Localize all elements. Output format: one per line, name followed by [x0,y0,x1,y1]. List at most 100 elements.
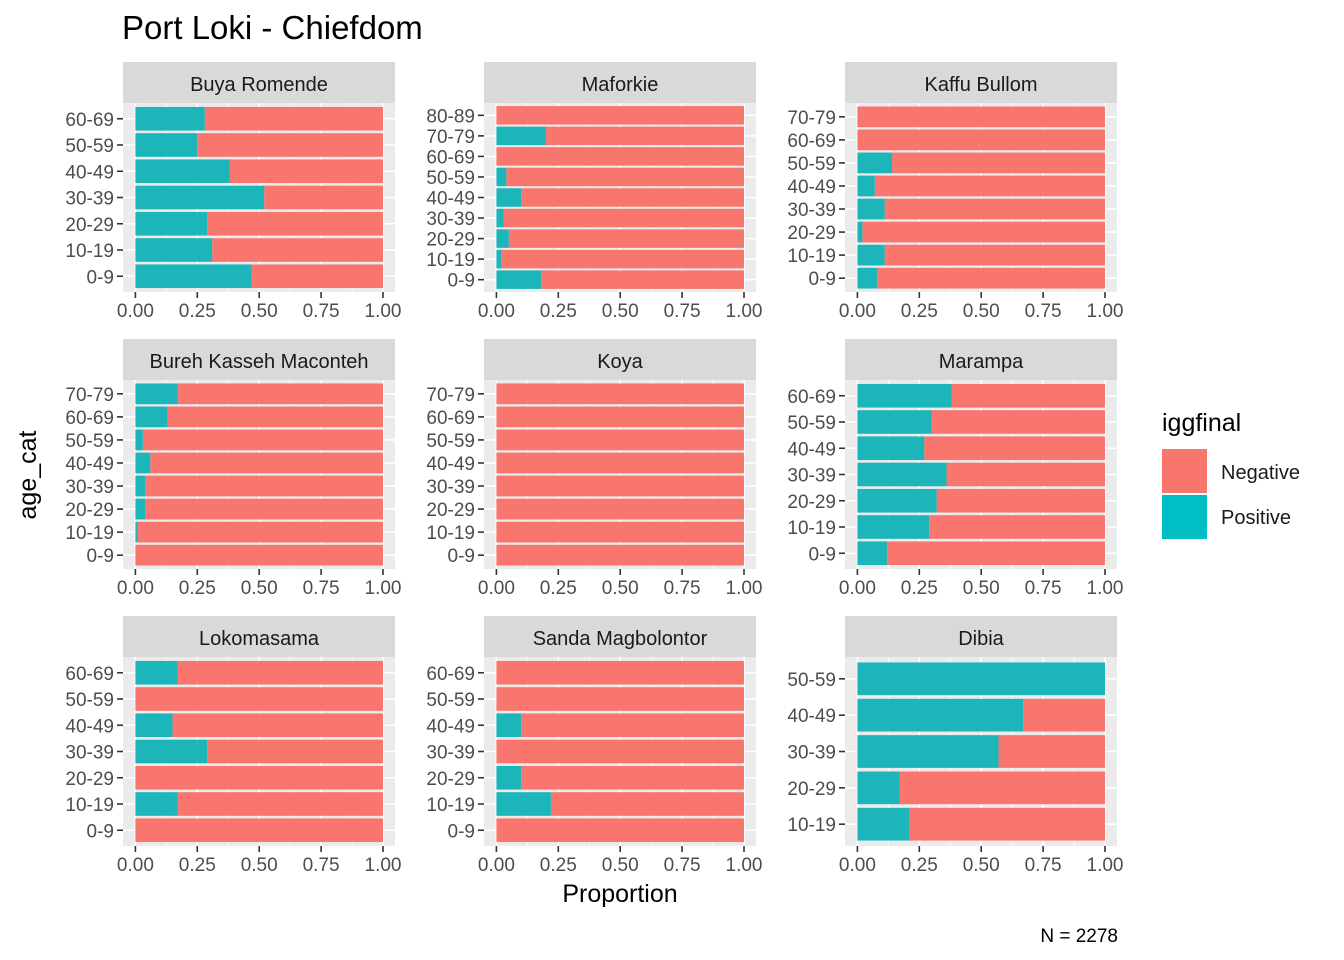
x-tick-label: 0.75 [1025,301,1062,322]
bar-positive-10-19 [135,792,178,816]
y-tick-label: 30-39 [65,477,114,498]
y-tick-label: 50-59 [787,670,836,691]
facet-kaffu-bullom: Kaffu Bullom 0-910-1920-2930-3940-4950-59… [787,62,1123,322]
y-tick-label: 10-19 [426,795,475,816]
y-tick-label: 20-29 [426,769,475,790]
x-tick-label: 0.00 [839,855,876,876]
y-tick-label: 40-49 [787,177,836,198]
bar-negative-80-89 [496,106,744,125]
facet-strip-label: Sanda Magbolontor [533,628,708,650]
bar-positive-20-29 [857,488,937,513]
bar-negative-10-19 [550,792,744,816]
x-tick-label: 0.75 [664,578,701,599]
bar-negative-60-69 [177,660,383,685]
y-tick-label: 0-9 [87,267,114,288]
y-tick-label: 20-29 [787,492,836,513]
bar-negative-20-29 [508,229,744,248]
x-tick-label: 0.00 [117,301,154,322]
x-tick-label: 0.00 [478,855,515,876]
facet-strip-label: Kaffu Bullom [924,74,1037,96]
y-tick-label: 20-29 [426,500,475,521]
facet-strip [845,62,1117,103]
bar-negative-0-9 [496,544,744,566]
x-tick-label: 0.75 [303,578,340,599]
x-tick-label: 0.00 [478,578,515,599]
bar-negative-40-49 [1023,698,1105,732]
x-tick-label: 0.75 [1025,578,1062,599]
facet-strip-label: Bureh Kasseh Maconteh [149,351,368,373]
bar-negative-60-69 [204,106,383,131]
y-tick-label: 40-49 [426,454,475,475]
bar-positive-10-19 [496,792,551,816]
bar-negative-30-39 [207,739,383,764]
facet-strip-label: Maforkie [582,74,659,96]
x-tick-label: 1.00 [726,855,763,876]
bar-positive-50-59 [857,152,893,174]
y-tick-label: 60-69 [65,664,114,685]
bar-negative-60-69 [496,406,744,428]
y-tick-label: 20-29 [65,769,114,790]
bar-positive-10-19 [857,807,910,841]
x-tick-label: 0.50 [602,578,639,599]
x-tick-label: 0.50 [241,301,278,322]
legend-label-positive: Positive [1221,507,1291,529]
y-tick-label: 10-19 [426,250,475,271]
bar-positive-30-39 [135,475,146,497]
bar-negative-40-49 [874,175,1105,197]
x-tick-label: 0.75 [1025,855,1062,876]
y-tick-label: 20-29 [65,500,114,521]
bar-positive-20-29 [857,771,900,805]
y-tick-label: 10-19 [426,523,475,544]
y-tick-label: 10-19 [787,246,836,267]
bar-negative-60-69 [496,147,744,166]
legend-label-negative: Negative [1221,462,1300,484]
bar-negative-50-59 [931,410,1105,434]
x-tick-label: 0.50 [963,301,1000,322]
facet-strip [123,62,395,103]
y-tick-label: 0-9 [448,821,475,842]
y-tick-label: 60-69 [65,110,114,131]
y-tick-label: 60-69 [787,387,836,408]
x-tick-label: 0.25 [179,578,216,599]
x-tick-label: 0.00 [117,855,154,876]
bar-negative-0-9 [887,541,1105,566]
y-tick-label: 40-49 [426,716,475,737]
bar-negative-0-9 [135,544,383,566]
bar-positive-0-9 [135,264,252,289]
bar-negative-30-39 [946,462,1105,487]
y-tick-label: 30-39 [787,466,836,487]
x-tick-label: 0.50 [963,578,1000,599]
bar-negative-10-19 [496,521,744,543]
bar-positive-0-9 [496,270,541,289]
bar-positive-20-29 [857,221,863,243]
bar-positive-30-39 [135,185,265,210]
bar-negative-40-49 [229,159,383,184]
legend-swatch-positive [1162,495,1207,539]
bar-positive-20-29 [135,211,208,236]
y-tick-label: 70-79 [65,385,114,406]
chart-title: Port Loki - Chiefdom [122,9,423,46]
x-tick-label: 0.00 [839,578,876,599]
x-tick-label: 0.25 [540,855,577,876]
facet-strip-label: Koya [597,351,643,373]
bar-negative-10-19 [884,244,1105,266]
bar-positive-10-19 [857,515,930,539]
y-tick-label: 30-39 [787,743,836,764]
x-tick-label: 0.50 [241,855,278,876]
x-tick-label: 0.75 [303,301,340,322]
bar-negative-60-69 [496,660,744,685]
bar-negative-0-9 [251,264,383,289]
bar-negative-50-59 [142,429,383,451]
y-tick-label: 50-59 [787,413,836,434]
y-tick-label: 10-19 [787,518,836,539]
x-tick-label: 1.00 [726,578,763,599]
bar-positive-70-79 [135,383,178,405]
bar-negative-50-59 [135,687,383,711]
y-tick-label: 60-69 [426,408,475,429]
facet-koya: Koya 0-910-1920-2930-3940-4950-5960-6970-… [426,339,762,599]
bar-positive-10-19 [135,238,213,262]
bar-negative-30-39 [503,208,744,228]
bar-positive-50-59 [135,429,143,451]
bar-negative-0-9 [877,267,1105,289]
bar-positive-60-69 [135,660,178,685]
